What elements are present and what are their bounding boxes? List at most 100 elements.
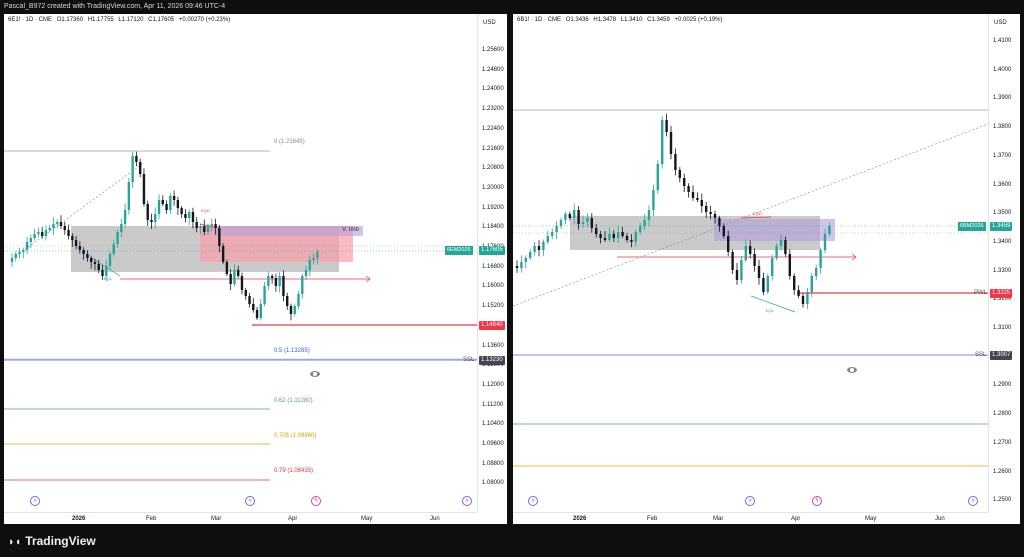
time-axis-left[interactable]: 2026 Feb Mar Apr May Jun	[4, 512, 477, 524]
go-realtime-icon[interactable]: »	[245, 496, 255, 506]
tradingview-logo[interactable]: ◗◖ TradingView	[8, 534, 96, 548]
candle-body	[82, 250, 85, 254]
currency-label: USD	[994, 20, 1007, 26]
ytick: 1.3500	[993, 210, 1012, 217]
symbol-label[interactable]: 6E1! · 1D · CME	[8, 17, 53, 23]
candle-body	[210, 224, 214, 226]
ytick: 1.24000	[482, 86, 504, 93]
flash-icon[interactable]: ϟ	[311, 496, 321, 506]
go-realtime-icon[interactable]: »	[745, 496, 755, 506]
candle-body	[564, 214, 567, 220]
open-value: O1.17360	[56, 17, 84, 23]
ytick: 1.09600	[482, 441, 504, 447]
candle-body	[86, 254, 89, 258]
candle-body	[815, 268, 818, 276]
eql-label: EQL	[766, 308, 775, 313]
chart-pane-right[interactable]: 6B1! · 1D · CME O1.3436 H1.3478 L1.3410 …	[513, 14, 1020, 524]
chart-pane-left[interactable]: 6E1! · 1D · CME O1.17360 H1.17755 L1.171…	[4, 14, 507, 524]
candle-body	[775, 246, 778, 258]
trend-line	[513, 123, 989, 307]
ytick: 1.3200	[993, 296, 1012, 303]
fib-level-0705: 0.705 (1.09860)	[274, 433, 317, 439]
candle-body	[713, 214, 717, 218]
candle-body	[621, 232, 624, 236]
symbol-label[interactable]: 6B1! · 1D · CME	[517, 17, 562, 23]
price-axis-left[interactable]: USD 1.25600 1.24800 1.24000 1.23200 1.22400 1…	[477, 14, 507, 512]
candle-body	[286, 296, 289, 306]
candle-body	[612, 234, 615, 238]
scroll-right-icon[interactable]: »	[462, 496, 472, 506]
candle-body	[647, 210, 651, 220]
ytick: 1.13600	[482, 342, 504, 349]
candle-body	[89, 258, 93, 262]
candle-body	[56, 222, 59, 224]
candle-body	[184, 214, 187, 218]
candle-body	[240, 276, 244, 290]
candle-body	[123, 210, 127, 224]
fib-level-05: 0.5 (1.13285)	[274, 348, 310, 354]
close-value: C1.3459	[647, 17, 670, 23]
candle-body	[599, 234, 602, 238]
currency-label: USD	[483, 20, 496, 26]
candle-body	[270, 276, 274, 278]
ytick: 1.4000	[993, 66, 1012, 73]
candle-body	[44, 230, 48, 236]
eqh-label: EQH	[753, 211, 762, 216]
candle-body	[120, 224, 123, 232]
time-axis-right[interactable]: 2026 Feb Mar Apr May Jun	[513, 512, 988, 524]
ytick: 1.3900	[993, 95, 1012, 102]
fib-level-079: 0.79 (1.08435)	[274, 468, 314, 474]
fib-level-062: 0.62 (1.11280)	[274, 398, 313, 404]
ytick: 1.2700	[993, 439, 1012, 446]
candle-body	[252, 304, 255, 310]
candle-body	[669, 132, 673, 154]
candle-body	[52, 224, 55, 228]
high-value: H1.17755	[87, 17, 114, 23]
ssl-price-tag: 1.3007	[990, 351, 1013, 360]
candle-body	[233, 270, 236, 284]
xtick: Mar	[713, 516, 724, 522]
ytick: 1.08000	[482, 480, 504, 487]
candle-body	[203, 226, 206, 232]
eql-label: EQL	[104, 276, 113, 281]
candle-body	[691, 192, 695, 198]
chart-canvas-left[interactable]	[4, 14, 507, 524]
candle-body	[515, 266, 519, 268]
candle-body	[639, 226, 642, 232]
candle-body	[674, 154, 677, 170]
candle-body	[10, 258, 14, 262]
eye-icon[interactable]	[847, 367, 857, 373]
chart-canvas-right[interactable]	[513, 14, 1020, 524]
candle-body	[78, 246, 82, 250]
ytick: 1.3700	[993, 152, 1012, 159]
ytick: 1.18400	[482, 224, 504, 231]
candle-body	[722, 226, 725, 236]
candle-body	[520, 262, 523, 268]
ytick: 1.10400	[482, 421, 504, 428]
xtick: Feb	[146, 516, 157, 522]
scroll-left-icon[interactable]: »	[30, 496, 40, 506]
ytick: 1.4100	[993, 38, 1012, 44]
candle-body	[187, 212, 191, 218]
candle-body	[237, 270, 240, 276]
candle-body	[771, 258, 774, 276]
scroll-right-icon[interactable]: »	[968, 496, 978, 506]
candle-body	[308, 260, 312, 270]
flash-icon[interactable]: ϟ	[812, 496, 822, 506]
ssl-price-tag: 1.13230	[479, 356, 505, 365]
candle-body	[225, 262, 229, 274]
eye-icon[interactable]	[310, 371, 320, 377]
scroll-left-icon[interactable]: »	[528, 496, 538, 506]
candle-body	[634, 232, 637, 242]
price-axis-right[interactable]: USD 1.4100 1.4000 1.3900 1.3800 1.3700 1.3600…	[988, 14, 1018, 512]
ytick: 1.16000	[482, 283, 504, 290]
candle-body	[643, 220, 646, 226]
candle-body	[289, 306, 293, 314]
candle-body	[301, 276, 304, 294]
candle-body	[161, 200, 164, 204]
candle-body	[709, 212, 712, 214]
low-value: L1.17120	[118, 17, 144, 23]
candle-body	[101, 270, 104, 276]
candle-body	[150, 220, 153, 222]
candle-body	[33, 234, 36, 238]
